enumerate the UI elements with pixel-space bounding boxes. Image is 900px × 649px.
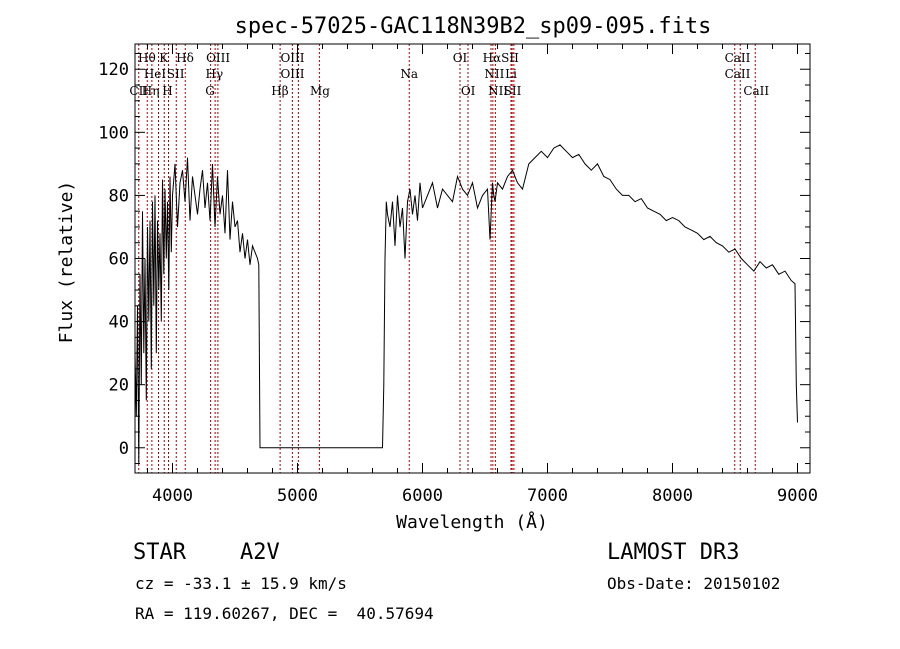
x-axis-label: Wavelength (Å) (396, 511, 548, 533)
x-tick-label: 7000 (527, 486, 568, 506)
line-label-hθ: Hθ (138, 51, 156, 65)
line-label-caii: CaII (725, 51, 751, 65)
object-class: STAR (133, 540, 186, 565)
line-label-nii: NII (484, 67, 504, 81)
x-tick-label: 4000 (152, 486, 193, 506)
line-label-hγ: Hγ (206, 67, 224, 81)
line-label-nii: NII (488, 84, 508, 98)
coordinates: RA = 119.60267, DEC = 40.57694 (135, 604, 434, 623)
line-label-hβ: Hβ (271, 84, 288, 98)
survey-name: LAMOST DR3 (607, 540, 740, 565)
line-label-mg: Mg (310, 84, 330, 98)
y-tick-label: 0 (119, 439, 129, 459)
x-tick-label: 9000 (777, 486, 818, 506)
axis-ticks (135, 44, 810, 473)
line-label-h: H (162, 84, 172, 98)
x-tick-labels: 4000 5000 6000 7000 8000 9000 (152, 486, 818, 506)
line-label-hη: Hη (142, 84, 160, 98)
object-subclass: A2V (240, 540, 280, 565)
line-label-caii: CaII (725, 67, 751, 81)
line-label-oiii: OIII (206, 51, 230, 65)
x-tick-label: 6000 (402, 486, 443, 506)
x-tick-label: 8000 (652, 486, 693, 506)
line-label-hei: HeI (144, 67, 167, 81)
flux-series-line (134, 144, 798, 464)
line-label-oi: OI (461, 84, 476, 98)
y-tick-label: 40 (109, 313, 129, 333)
y-tick-labels: 0 20 40 60 80 100 120 (98, 60, 129, 459)
line-label-oiii: OIII (280, 67, 304, 81)
line-label-hδ: Hδ (176, 51, 194, 65)
emission-line-labels: CII Hθ HeI Hη K H SII Hδ OIII Hγ G OIII OIII Hβ Mg Na OI… (129, 51, 769, 98)
emission-line-markers (138, 44, 756, 473)
line-label-oiii: OIII (280, 51, 304, 65)
line-label-na: Na (400, 67, 418, 81)
y-tick-label: 120 (98, 60, 129, 80)
redshift-cz: cz = -33.1 ± 15.9 km/s (135, 574, 347, 593)
line-label-k: K (159, 51, 169, 65)
spectrum-chart: spec-57025-GAC118N39B2_sp09-095.fits CII… (56, 14, 818, 533)
line-label-oi: OI (453, 51, 468, 65)
x-tick-label: 5000 (277, 486, 318, 506)
line-label-sii: SII (504, 84, 522, 98)
line-label-sii: SII (501, 51, 519, 65)
y-tick-label: 20 (109, 376, 129, 396)
line-label-cii: CII (129, 84, 148, 98)
chart-title: spec-57025-GAC118N39B2_sp09-095.fits (235, 14, 712, 39)
y-tick-label: 60 (109, 250, 129, 270)
y-tick-label: 100 (98, 123, 129, 143)
observation-date: Obs-Date: 20150102 (607, 574, 781, 593)
line-label-g: G (205, 84, 215, 98)
plot-frame (134, 43, 811, 474)
y-tick-label: 80 (109, 186, 129, 206)
line-label-li: Li (505, 67, 517, 81)
y-axis-label: Flux (relative) (56, 181, 77, 344)
line-label-hα: Hα (483, 51, 502, 65)
line-label-caii: CaII (743, 84, 769, 98)
line-label-sii: SII (167, 67, 185, 81)
